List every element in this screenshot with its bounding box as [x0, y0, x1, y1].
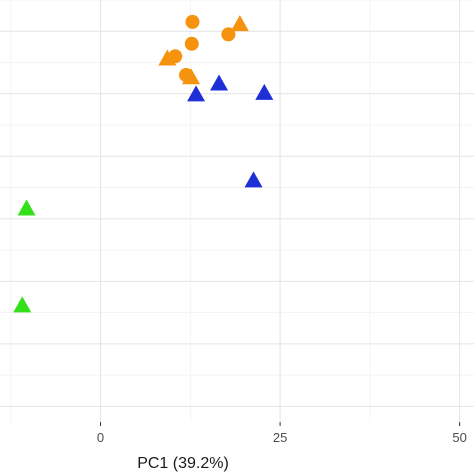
major-gridlines	[0, 0, 474, 422]
scatter-point-circle	[185, 14, 200, 29]
scatter-point-triangle	[230, 15, 249, 32]
x-axis-title: PC1 (39.2%)	[137, 455, 229, 472]
data-points	[13, 14, 274, 313]
scatter-point-triangle	[17, 199, 36, 216]
x-axis: 0 25 50	[97, 422, 467, 445]
scatter-point-triangle	[187, 85, 206, 102]
scatter-point-triangle	[182, 68, 201, 85]
minor-gridlines	[0, 0, 474, 422]
scatter-point-triangle	[210, 74, 229, 91]
x-tick-label: 0	[97, 430, 104, 445]
x-tick-label: 50	[452, 430, 466, 445]
scatter-point-triangle	[244, 171, 263, 188]
panel-background	[0, 0, 474, 422]
scatter-point-circle	[184, 36, 199, 51]
x-tick-label: 25	[273, 430, 287, 445]
scatter-point-triangle	[13, 296, 32, 313]
scatter-point-triangle	[158, 49, 177, 66]
scatter-point-circle	[221, 27, 236, 42]
scatter-point-triangle	[255, 83, 274, 100]
